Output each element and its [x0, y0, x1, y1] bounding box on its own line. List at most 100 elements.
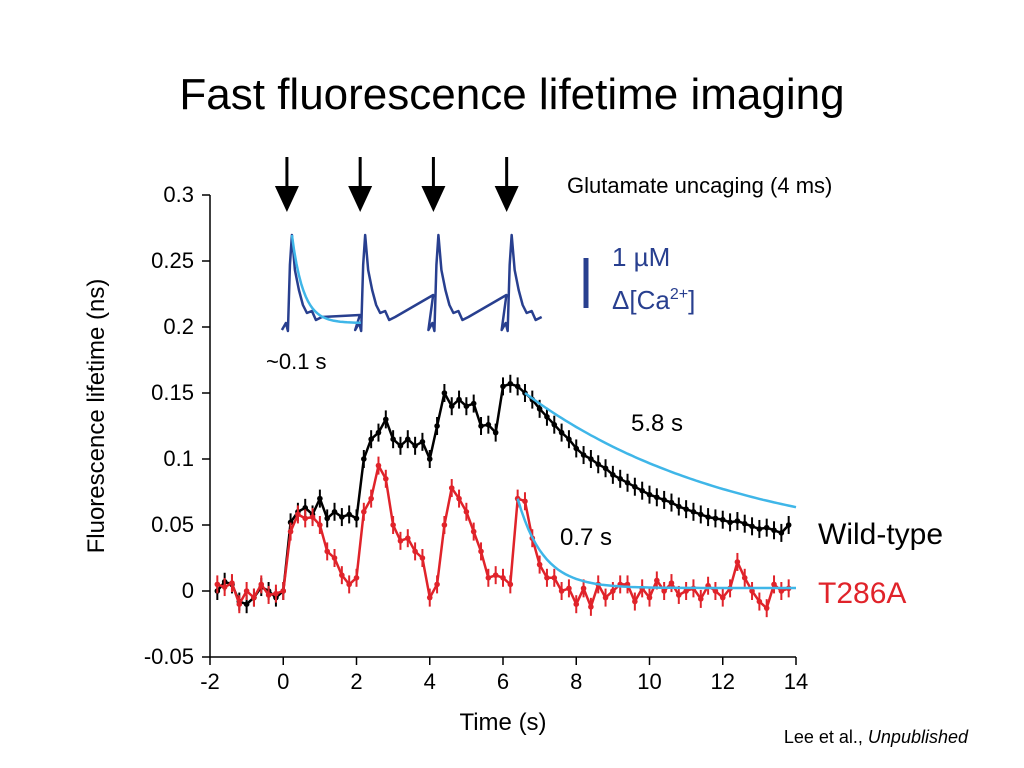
data-point	[756, 598, 763, 605]
data-point	[676, 592, 682, 598]
data-point	[375, 462, 382, 469]
data-point	[346, 581, 352, 588]
data-point	[331, 555, 338, 561]
data-point	[727, 519, 733, 526]
data-point	[646, 491, 653, 498]
data-point	[492, 572, 499, 578]
data-point	[705, 514, 711, 520]
chart-labels: Time (s) Fluorescence lifetime (ns) Glutam…	[83, 157, 943, 736]
data-point	[536, 406, 543, 412]
x-tick-label: 8	[570, 669, 582, 694]
data-point	[573, 601, 580, 607]
x-tick-label: 4	[424, 669, 436, 694]
data-point	[697, 596, 704, 602]
data-point	[492, 429, 499, 436]
data-point	[514, 383, 521, 390]
data-point	[610, 472, 616, 478]
data-point	[302, 505, 309, 511]
data-point	[580, 452, 587, 458]
y-tick-label: 0.15	[151, 380, 194, 405]
data-point	[588, 604, 594, 610]
data-point	[390, 436, 396, 443]
chart-axes: -2 0 2 4 6 8 10 12 14 -0.05 0 0.05 0.1 0.15 0.2 0.25 0.3	[144, 182, 808, 694]
data-point	[632, 598, 638, 605]
x-tick-label: 14	[784, 669, 808, 694]
data-point	[478, 423, 484, 429]
wt-tau-label: 5.8 s	[631, 410, 683, 437]
stimulus-arrow-head	[494, 186, 519, 212]
data-point	[331, 509, 338, 515]
data-point	[470, 528, 477, 535]
data-point	[287, 519, 294, 526]
data-point	[778, 530, 785, 536]
data-point	[317, 522, 323, 528]
data-point	[295, 511, 301, 518]
data-point	[544, 413, 550, 420]
data-point	[580, 585, 587, 592]
data-point	[719, 516, 726, 523]
data-point	[595, 461, 602, 468]
data-point	[719, 594, 726, 601]
data-point	[426, 456, 433, 462]
stimulus-arrow-head	[274, 186, 299, 212]
data-point	[353, 575, 360, 581]
data-point	[383, 476, 389, 482]
data-point	[602, 594, 609, 601]
data-point	[448, 485, 455, 491]
data-point	[368, 495, 374, 502]
data-point	[785, 522, 792, 528]
data-point	[397, 538, 404, 544]
data-point	[317, 495, 323, 502]
data-point	[712, 588, 719, 594]
data-point	[383, 416, 389, 423]
data-point	[456, 396, 462, 403]
data-point	[434, 423, 440, 429]
data-point	[412, 443, 418, 449]
exp-fit-line	[516, 498, 796, 590]
data-point	[441, 390, 448, 396]
data-point	[771, 581, 777, 588]
data-point	[470, 400, 477, 407]
legend-wild-type: Wild-type	[818, 518, 943, 551]
chart-series	[214, 374, 797, 618]
data-point	[434, 581, 440, 588]
data-point	[749, 588, 755, 594]
x-tick-label: 6	[497, 669, 509, 694]
data-point	[258, 581, 265, 588]
data-point	[749, 523, 755, 530]
data-point	[251, 594, 257, 601]
y-tick-label: 0.1	[163, 446, 194, 471]
data-point	[676, 503, 682, 510]
data-point	[778, 588, 785, 594]
data-point	[426, 594, 433, 601]
y-tick-label: 0.05	[151, 512, 194, 537]
data-point	[375, 429, 382, 436]
y-tick-label: 0.2	[163, 314, 194, 339]
data-point	[287, 528, 294, 535]
data-point	[324, 515, 331, 522]
data-point	[441, 522, 448, 528]
data-point	[404, 535, 411, 541]
data-point	[302, 515, 309, 522]
x-tick-label: -2	[200, 669, 220, 694]
data-point	[536, 561, 543, 568]
calcium-fit-line	[290, 234, 361, 325]
data-point	[683, 588, 689, 594]
x-tick-label: 10	[637, 669, 661, 694]
data-point	[741, 520, 748, 527]
data-point	[690, 509, 697, 515]
data-point	[346, 511, 352, 518]
data-point	[741, 575, 748, 581]
data-point	[558, 429, 565, 436]
data-point	[734, 559, 741, 565]
calcium-trace	[280, 233, 543, 333]
data-point	[683, 506, 689, 512]
data-point	[624, 479, 631, 486]
data-point	[478, 548, 484, 555]
data-point	[566, 585, 572, 592]
t286a-tau-label: 0.7 s	[560, 524, 612, 551]
data-point	[697, 511, 704, 518]
data-point	[273, 590, 279, 597]
data-point	[500, 383, 506, 390]
